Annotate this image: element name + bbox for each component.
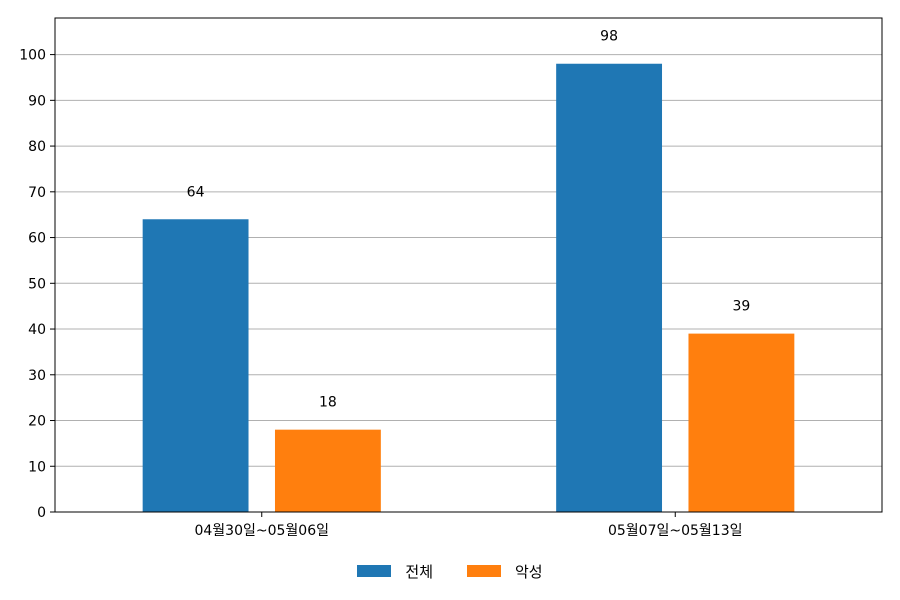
- legend-label: 악성: [515, 562, 543, 581]
- y-tick-label: 80: [28, 139, 46, 155]
- y-tick-label: 60: [28, 231, 46, 247]
- legend-swatch: [467, 565, 501, 577]
- x-tick-label: 05월07일~05월13일: [608, 523, 743, 539]
- y-tick-label: 0: [37, 505, 46, 521]
- bar-total: [142, 219, 249, 512]
- bar-value-label: 64: [187, 184, 205, 200]
- y-tick-label: 20: [28, 414, 46, 430]
- bar-value-label: 98: [600, 29, 618, 45]
- legend-item: 악성: [467, 561, 543, 582]
- y-tick-label: 40: [28, 322, 46, 338]
- y-tick-label: 30: [28, 368, 46, 384]
- plot-area-frame: [54, 17, 883, 513]
- legend-swatch: [357, 565, 392, 577]
- y-tick-label: 100: [19, 48, 46, 64]
- y-tick-label: 10: [28, 459, 46, 475]
- y-tick-label: 90: [28, 93, 46, 109]
- y-tick-label: 50: [28, 276, 46, 292]
- bar-malicious: [274, 429, 381, 512]
- legend-item: 전체: [357, 561, 433, 582]
- y-tick-label: 70: [28, 185, 46, 201]
- bar-value-label: 39: [732, 299, 750, 315]
- x-tick-label: 04월30일~05월06일: [194, 523, 329, 539]
- bar-malicious: [688, 333, 795, 512]
- bar-value-label: 18: [319, 395, 337, 411]
- bar-total: [556, 63, 663, 512]
- chart-legend: 전체 악성: [0, 558, 900, 584]
- legend-label: 전체: [405, 562, 433, 581]
